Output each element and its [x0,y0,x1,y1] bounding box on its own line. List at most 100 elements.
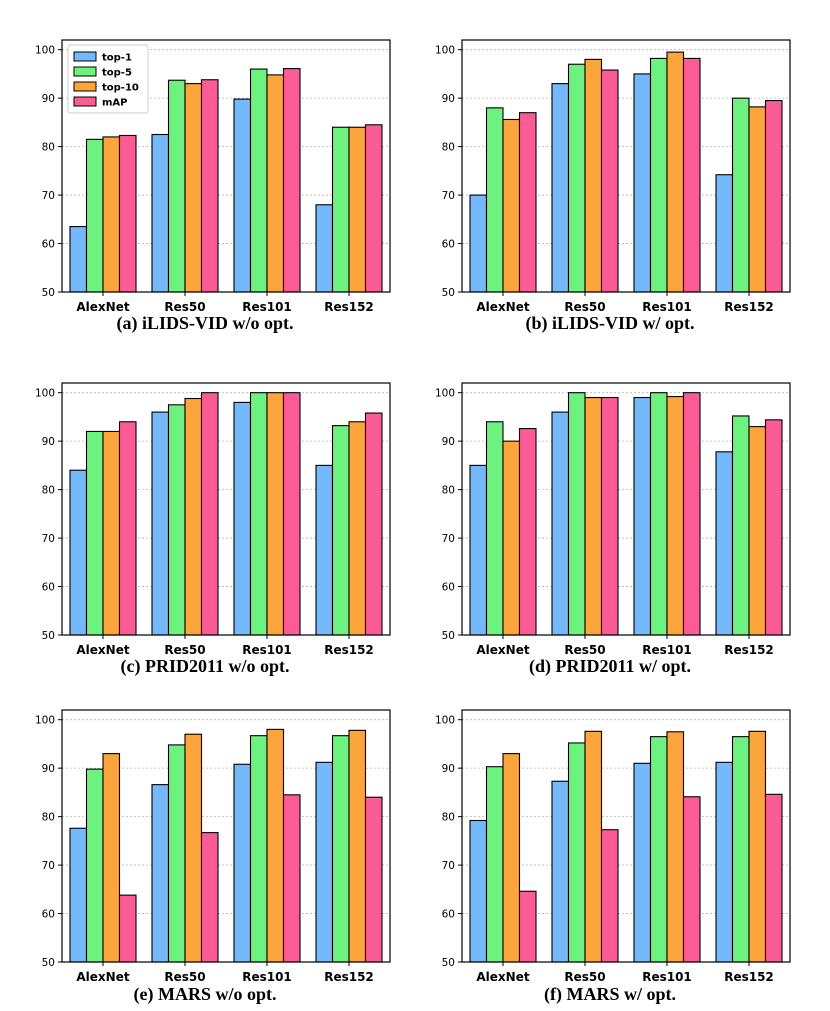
bar-top10-res152 [748,730,767,963]
y-tick-label: 60 [442,582,455,594]
x-tick-label: Res152 [324,643,374,657]
bar-top10-alexnet [102,753,121,963]
bar-top5-res152 [331,126,350,293]
bar-top5-res101 [649,736,668,963]
bar-top10-alexnet [102,430,121,636]
y-tick-label: 70 [42,860,55,872]
y-tick-label: 50 [442,287,455,299]
bar-top10-res152 [748,426,767,636]
bar-map-res101 [682,796,701,963]
bar-top10-res50 [184,397,203,636]
bar-top5-res152 [331,425,350,636]
bar-map-res101 [282,794,301,963]
bar-top10-res101 [666,51,685,293]
chart-panel-a: AlexNet Res50 Res101 Res152 50 60 70 80 90 100 top… [35,39,391,314]
plot-frame [61,709,391,963]
bar-top1-res152 [715,451,734,636]
bar-top5-res50 [167,404,186,636]
bar-top5-res50 [567,63,586,293]
x-tick-label: Res101 [242,970,292,984]
bar-top10-alexnet [502,753,521,963]
bar-top5-res152 [331,735,350,963]
bar-top1-res50 [151,411,170,636]
bar-map-res152 [764,793,783,963]
y-tick-label: 90 [42,436,55,448]
bar-top1-alexnet [469,194,488,293]
x-tick-label: Res101 [242,643,292,657]
x-tick-label: AlexNet [476,643,529,657]
y-tick-label: 90 [442,436,455,448]
caption-d: (d) PRID2011 w/ opt. [528,656,691,676]
x-tick-label: Res152 [724,970,774,984]
legend-swatch-map [73,96,97,107]
bar-top5-res101 [649,392,668,636]
bar-top5-res50 [567,742,586,963]
x-tick-label: Res152 [324,970,374,984]
bar-top5-res101 [249,68,268,293]
bar-top10-res152 [348,126,367,293]
plot-frame [61,382,391,636]
caption-e: (e) MARS w/o opt. [133,984,277,1004]
bar-top1-alexnet [69,226,88,293]
bar-top10-res101 [666,396,685,636]
bar-top5-res50 [167,79,186,293]
bar-top1-res50 [551,83,570,293]
bar-top10-res50 [184,83,203,293]
bar-map-res152 [364,124,383,293]
bar-top1-res152 [715,174,734,293]
x-tick-label: Res50 [564,300,605,314]
legend-label-top5: top-5 [102,68,132,79]
bar-top1-res101 [633,762,652,963]
bar-map-res152 [364,412,383,636]
bar-top5-res101 [249,735,268,963]
bar-map-res152 [364,796,383,963]
bar-top1-res101 [633,396,652,636]
y-tick-label: 80 [42,142,55,154]
legend-box [67,44,149,114]
y-tick-label: 90 [42,93,55,105]
bar-top10-res50 [184,733,203,963]
x-tick-label: AlexNet [76,970,129,984]
y-tick-label: 90 [442,93,455,105]
x-tick-label: Res101 [242,300,292,314]
x-tick-label: Res50 [564,970,605,984]
bar-top5-alexnet [485,107,504,293]
bar-top10-alexnet [102,136,121,293]
legend-label-top1: top-1 [102,53,132,64]
y-tick-label: 70 [42,190,55,202]
legend-swatch-top5 [73,66,97,77]
bar-map-res101 [682,57,701,293]
bar-map-res50 [200,392,219,636]
bar-top5-res50 [167,744,186,963]
bar-top1-res101 [233,401,252,636]
bar-top1-res152 [315,761,334,963]
caption-c: (c) PRID2011 w/o opt. [120,656,290,676]
x-tick-label: AlexNet [76,643,129,657]
x-tick-label: Res101 [642,970,692,984]
y-tick-label: 60 [442,239,455,251]
bar-top5-res50 [567,392,586,636]
plot-frame [461,382,791,636]
x-tick-label: Res50 [564,643,605,657]
y-tick-label: 90 [442,763,455,775]
y-tick-label: 60 [42,909,55,921]
y-tick-label: 100 [435,388,455,400]
bar-top5-res152 [731,415,750,636]
bar-top10-res101 [266,392,285,636]
y-tick-label: 70 [442,533,455,545]
x-tick-label: AlexNet [476,300,529,314]
bar-top5-alexnet [85,138,104,293]
bar-top5-res101 [249,392,268,636]
y-tick-label: 50 [442,630,455,642]
bar-top5-res152 [731,736,750,963]
x-tick-label: Res101 [642,643,692,657]
bar-map-res101 [282,392,301,636]
y-tick-label: 60 [442,909,455,921]
y-tick-label: 100 [35,388,55,400]
legend-label-top10: top-10 [102,83,139,94]
y-tick-label: 70 [442,190,455,202]
bar-top1-alexnet [469,819,488,963]
bar-map-res101 [682,392,701,636]
bar-map-res50 [600,396,619,636]
y-tick-label: 80 [442,142,455,154]
